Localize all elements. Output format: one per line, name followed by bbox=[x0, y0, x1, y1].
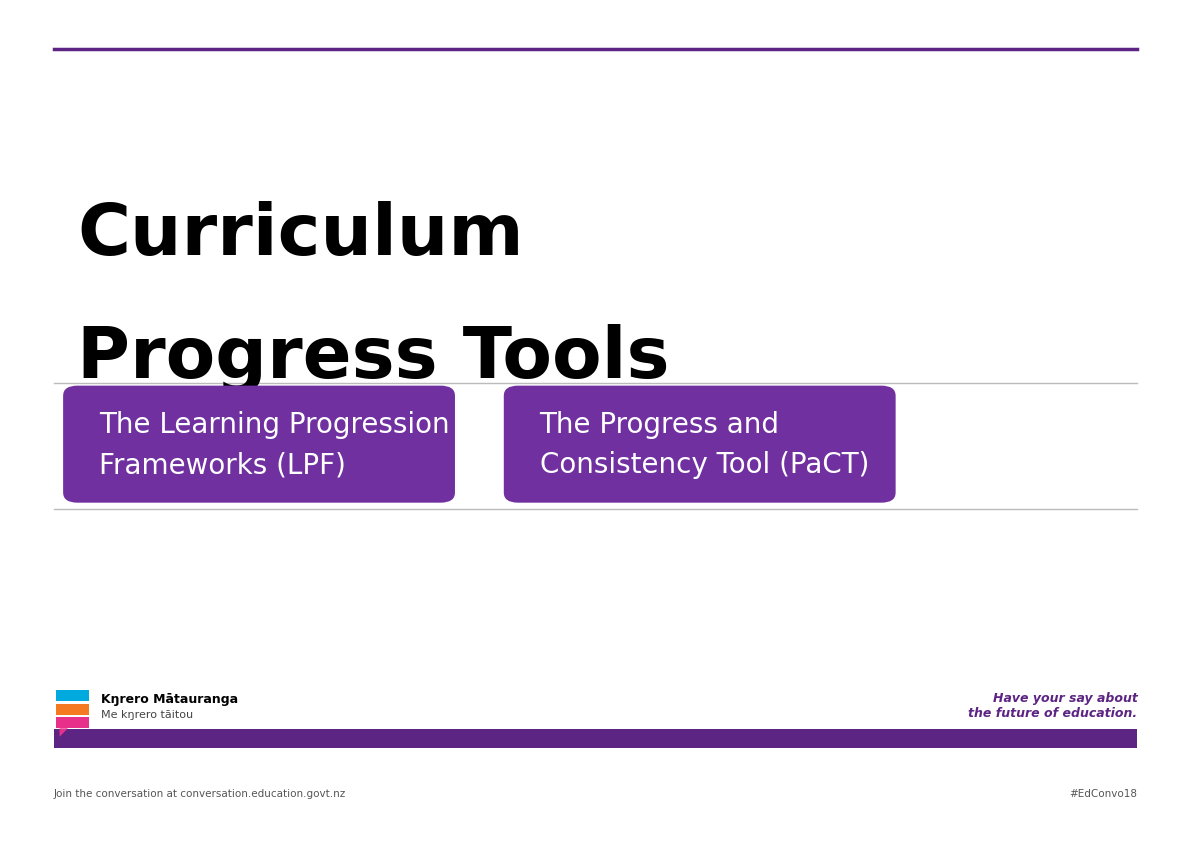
Text: Me kŋrero tāitou: Me kŋrero tāitou bbox=[101, 710, 193, 720]
Bar bbox=[56, 704, 89, 715]
Text: Frameworks (LPF): Frameworks (LPF) bbox=[99, 451, 345, 479]
Text: The Learning Progression: The Learning Progression bbox=[99, 411, 449, 439]
Bar bbox=[54, 729, 1137, 748]
Text: the future of education.: the future of education. bbox=[968, 706, 1137, 720]
Text: #EdConvo18: #EdConvo18 bbox=[1070, 789, 1137, 799]
Text: The Progress and: The Progress and bbox=[540, 411, 780, 439]
Bar bbox=[56, 690, 89, 701]
Text: Join the conversation at conversation.education.govt.nz: Join the conversation at conversation.ed… bbox=[54, 789, 345, 799]
Polygon shape bbox=[60, 728, 68, 737]
Text: Progress Tools: Progress Tools bbox=[77, 323, 669, 392]
FancyBboxPatch shape bbox=[63, 386, 455, 503]
Text: Curriculum: Curriculum bbox=[77, 201, 524, 270]
Text: Kŋrero Mātauranga: Kŋrero Mātauranga bbox=[101, 693, 238, 706]
FancyBboxPatch shape bbox=[504, 386, 896, 503]
Text: Have your say about: Have your say about bbox=[992, 691, 1137, 705]
Text: Consistency Tool (PaCT): Consistency Tool (PaCT) bbox=[540, 451, 869, 479]
Bar bbox=[56, 717, 89, 728]
